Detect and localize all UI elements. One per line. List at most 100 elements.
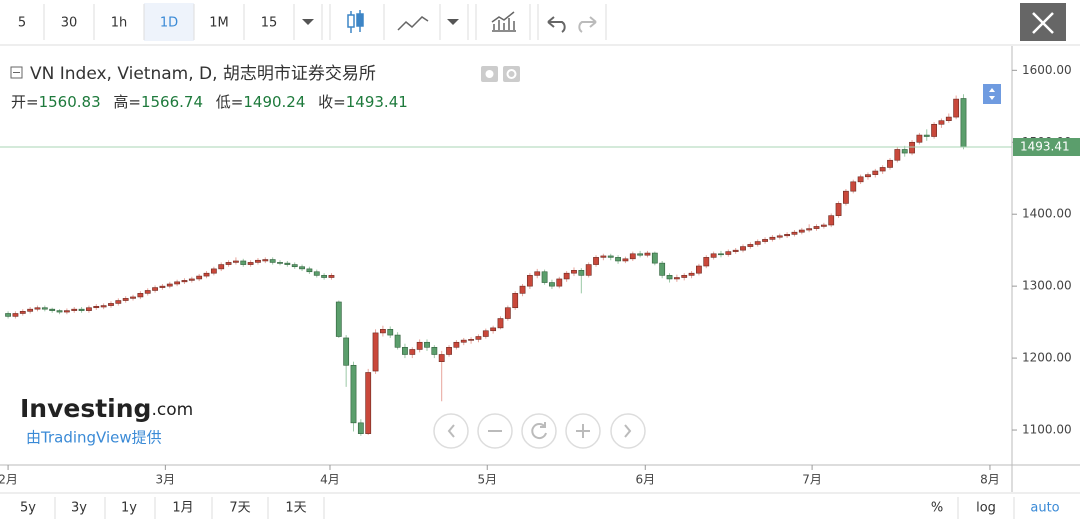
scale-toggle[interactable] bbox=[983, 84, 1001, 104]
candle-body bbox=[901, 149, 908, 154]
candle-body bbox=[497, 318, 504, 329]
candle-body bbox=[210, 268, 217, 274]
close-icon bbox=[1032, 12, 1054, 34]
candle-body bbox=[255, 259, 261, 263]
candle-body bbox=[284, 262, 291, 265]
candle-body bbox=[19, 311, 26, 314]
bottom-separators bbox=[54, 497, 1015, 519]
candle-body bbox=[725, 251, 732, 255]
ohlc-value: 1560.83 bbox=[39, 93, 101, 111]
nav-buttons[interactable] bbox=[433, 413, 646, 449]
y-tick-label: 1200.00 bbox=[1022, 351, 1072, 365]
percent-toggle[interactable]: % bbox=[931, 501, 943, 516]
candle-body bbox=[277, 262, 283, 264]
candle-body bbox=[549, 282, 555, 287]
candle-body bbox=[159, 285, 166, 288]
candle-body bbox=[34, 307, 41, 310]
active-interval-bg bbox=[144, 3, 194, 41]
redo-button[interactable] bbox=[578, 16, 597, 33]
candle-body bbox=[828, 215, 835, 226]
candle-body bbox=[41, 307, 48, 310]
candle-body bbox=[240, 260, 247, 265]
undo-button[interactable] bbox=[547, 16, 566, 33]
candle-body bbox=[740, 246, 746, 251]
candle-body bbox=[747, 244, 754, 247]
interval-button[interactable]: 1h bbox=[111, 16, 128, 31]
candle-body bbox=[916, 134, 923, 143]
candle-body bbox=[291, 264, 298, 268]
candle-body bbox=[321, 275, 328, 278]
candle-body bbox=[563, 272, 570, 280]
interval-button[interactable]: 1M bbox=[209, 16, 229, 31]
candle-body bbox=[196, 275, 203, 280]
candle-body bbox=[556, 278, 563, 287]
range-button[interactable]: 1月 bbox=[172, 501, 193, 516]
chart-title: VN Index, Vietnam, D, 胡志明市证券交易所 bbox=[30, 64, 376, 84]
y-tick-label: 1600.00 bbox=[1022, 63, 1072, 77]
candle-body bbox=[835, 203, 842, 216]
candle-body bbox=[622, 258, 629, 262]
interval-button[interactable]: 15 bbox=[261, 16, 278, 31]
candle-body bbox=[166, 283, 173, 287]
dropdown-arrow[interactable] bbox=[302, 19, 314, 25]
candle-body bbox=[526, 275, 533, 287]
range-button[interactable]: 5y bbox=[20, 501, 36, 516]
candle-body bbox=[688, 272, 695, 276]
dropdown-arrow[interactable] bbox=[447, 19, 459, 25]
collapse-icon[interactable] bbox=[10, 66, 23, 79]
candle-body bbox=[108, 303, 114, 306]
candle-body bbox=[122, 298, 129, 301]
ohlc-label: 低= bbox=[216, 93, 244, 111]
candle-body bbox=[424, 341, 430, 348]
candle-body bbox=[218, 264, 225, 270]
candle-body bbox=[306, 268, 313, 273]
candle-body bbox=[696, 265, 702, 274]
candle-body bbox=[843, 190, 849, 204]
range-button[interactable]: 1天 bbox=[285, 501, 306, 516]
candle-body bbox=[93, 305, 100, 309]
candle-body bbox=[335, 301, 342, 337]
candle-body bbox=[63, 310, 70, 313]
candle-body bbox=[585, 264, 592, 276]
candle-body bbox=[769, 236, 776, 240]
candle-body bbox=[879, 167, 886, 172]
interval-button[interactable]: 1D bbox=[160, 16, 178, 31]
candle-body bbox=[181, 280, 188, 283]
candle-type-button[interactable] bbox=[347, 10, 364, 33]
range-button[interactable]: 1y bbox=[121, 501, 137, 516]
range-button[interactable]: 3y bbox=[71, 501, 87, 516]
candle-body bbox=[953, 98, 960, 118]
log-toggle[interactable]: log bbox=[976, 501, 996, 516]
candle-body bbox=[865, 174, 871, 178]
indicators-button[interactable] bbox=[491, 11, 516, 32]
settings-icons[interactable] bbox=[481, 66, 520, 82]
range-button[interactable]: 7天 bbox=[229, 501, 250, 516]
candle-body bbox=[416, 341, 423, 350]
y-tick-label: 1400.00 bbox=[1022, 207, 1072, 221]
last-price-box bbox=[1013, 138, 1080, 157]
scale-toggle-icon bbox=[989, 88, 995, 100]
candle-body bbox=[144, 290, 151, 294]
candle-body bbox=[651, 252, 658, 264]
line-style-button[interactable] bbox=[397, 16, 429, 31]
interval-button[interactable]: 30 bbox=[61, 16, 78, 31]
brand-suffix: .com bbox=[151, 400, 193, 420]
x-tick-label: 8月 bbox=[980, 473, 1000, 487]
auto-toggle[interactable]: auto bbox=[1030, 501, 1059, 516]
candle-body bbox=[174, 281, 181, 285]
candle-body bbox=[137, 293, 144, 298]
interval-button[interactable]: 5 bbox=[18, 16, 26, 31]
candle-body bbox=[269, 259, 276, 263]
candle-body bbox=[718, 253, 724, 256]
candle-body bbox=[225, 262, 232, 265]
candle-body bbox=[629, 253, 636, 260]
candle-body bbox=[762, 239, 768, 242]
candle-body bbox=[637, 253, 644, 256]
candle-body bbox=[894, 149, 901, 161]
candle-body bbox=[945, 116, 952, 121]
candle-body bbox=[446, 347, 452, 355]
watermark-provider: 由TradingView提供 bbox=[26, 429, 162, 447]
candle-body bbox=[776, 235, 783, 238]
candle-body bbox=[490, 327, 497, 332]
candle-body bbox=[541, 271, 548, 283]
